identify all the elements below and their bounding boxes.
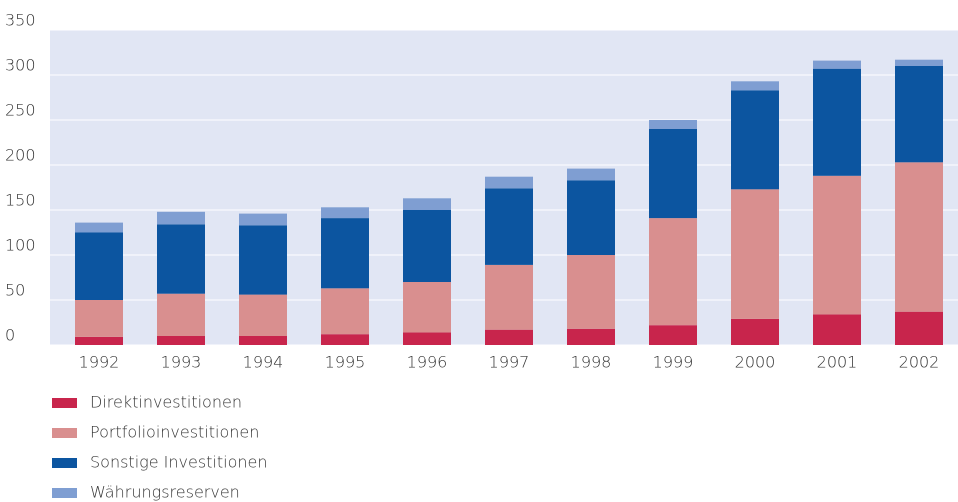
y-tick-label: 200 (5, 146, 36, 165)
bar-segment (567, 168, 615, 181)
bar-segment (895, 66, 943, 163)
bar-segment (649, 325, 697, 345)
bar-segment (239, 213, 287, 226)
bar-segment (403, 210, 451, 282)
bar-segment (895, 311, 943, 345)
bar-segment (321, 288, 369, 335)
bar-segment (731, 189, 779, 319)
bar-segment (649, 218, 697, 326)
legend-label: Direktinvestitionen (90, 393, 242, 412)
y-tick-label: 150 (5, 191, 36, 210)
x-tick-label: 2001 (817, 353, 858, 372)
x-tick-label: 1996 (407, 353, 448, 372)
legend-label: Sonstige Investitionen (90, 453, 268, 472)
x-tick-label: 1992 (79, 353, 120, 372)
legend-swatch (52, 488, 77, 498)
bar-segment (895, 162, 943, 312)
bar-segment (403, 282, 451, 333)
legend-label: Währungsreserven (90, 483, 240, 502)
bar-segment (813, 60, 861, 69)
legend-swatch (52, 428, 77, 438)
bar-segment (813, 175, 861, 315)
bar-segment (321, 218, 369, 289)
x-tick-label: 1999 (653, 353, 694, 372)
legend-swatch (52, 398, 77, 408)
bar-segment (321, 207, 369, 219)
x-tick-label: 2002 (899, 353, 940, 372)
bar-segment (75, 222, 123, 233)
bar-segment (157, 211, 205, 225)
bar-segment (813, 68, 861, 176)
bar-segment (239, 336, 287, 345)
y-tick-label: 0 (5, 326, 15, 345)
y-tick-label: 300 (5, 56, 36, 75)
bar-segment (75, 232, 123, 300)
bar-segment (239, 225, 287, 295)
bar-segment (567, 255, 615, 329)
x-tick-label: 1998 (571, 353, 612, 372)
bar-segment (813, 314, 861, 345)
bar-segment (75, 336, 123, 345)
bar-segment (567, 328, 615, 345)
y-tick-label: 50 (5, 281, 25, 300)
x-tick-label: 1994 (243, 353, 284, 372)
x-tick-label: 1997 (489, 353, 530, 372)
bar-segment (731, 81, 779, 91)
bar-segment (731, 318, 779, 345)
bar-segment (567, 180, 615, 255)
legend-label: Portfolioinvestitionen (90, 423, 259, 442)
bar-segment (731, 90, 779, 190)
legend-swatch (52, 458, 77, 468)
y-tick-label: 250 (5, 101, 36, 120)
bar-segment (157, 293, 205, 336)
bar-segment (485, 188, 533, 265)
bar-segment (75, 300, 123, 337)
bar-segment (403, 198, 451, 210)
bar-segment (403, 332, 451, 345)
bar-segment (239, 294, 287, 336)
bar-segment (321, 334, 369, 345)
bar-segment (485, 176, 533, 189)
bar-segment (649, 120, 697, 129)
bar-segment (649, 129, 697, 219)
bar-segment (157, 336, 205, 345)
x-tick-label: 1993 (161, 353, 202, 372)
bar-segment (157, 224, 205, 294)
bar-segment (485, 264, 533, 330)
bar-segment (485, 329, 533, 345)
y-tick-label: 350 (5, 11, 36, 30)
bar-segment (895, 59, 943, 66)
x-tick-label: 2000 (735, 353, 776, 372)
y-tick-label: 100 (5, 236, 36, 255)
x-tick-label: 1995 (325, 353, 366, 372)
